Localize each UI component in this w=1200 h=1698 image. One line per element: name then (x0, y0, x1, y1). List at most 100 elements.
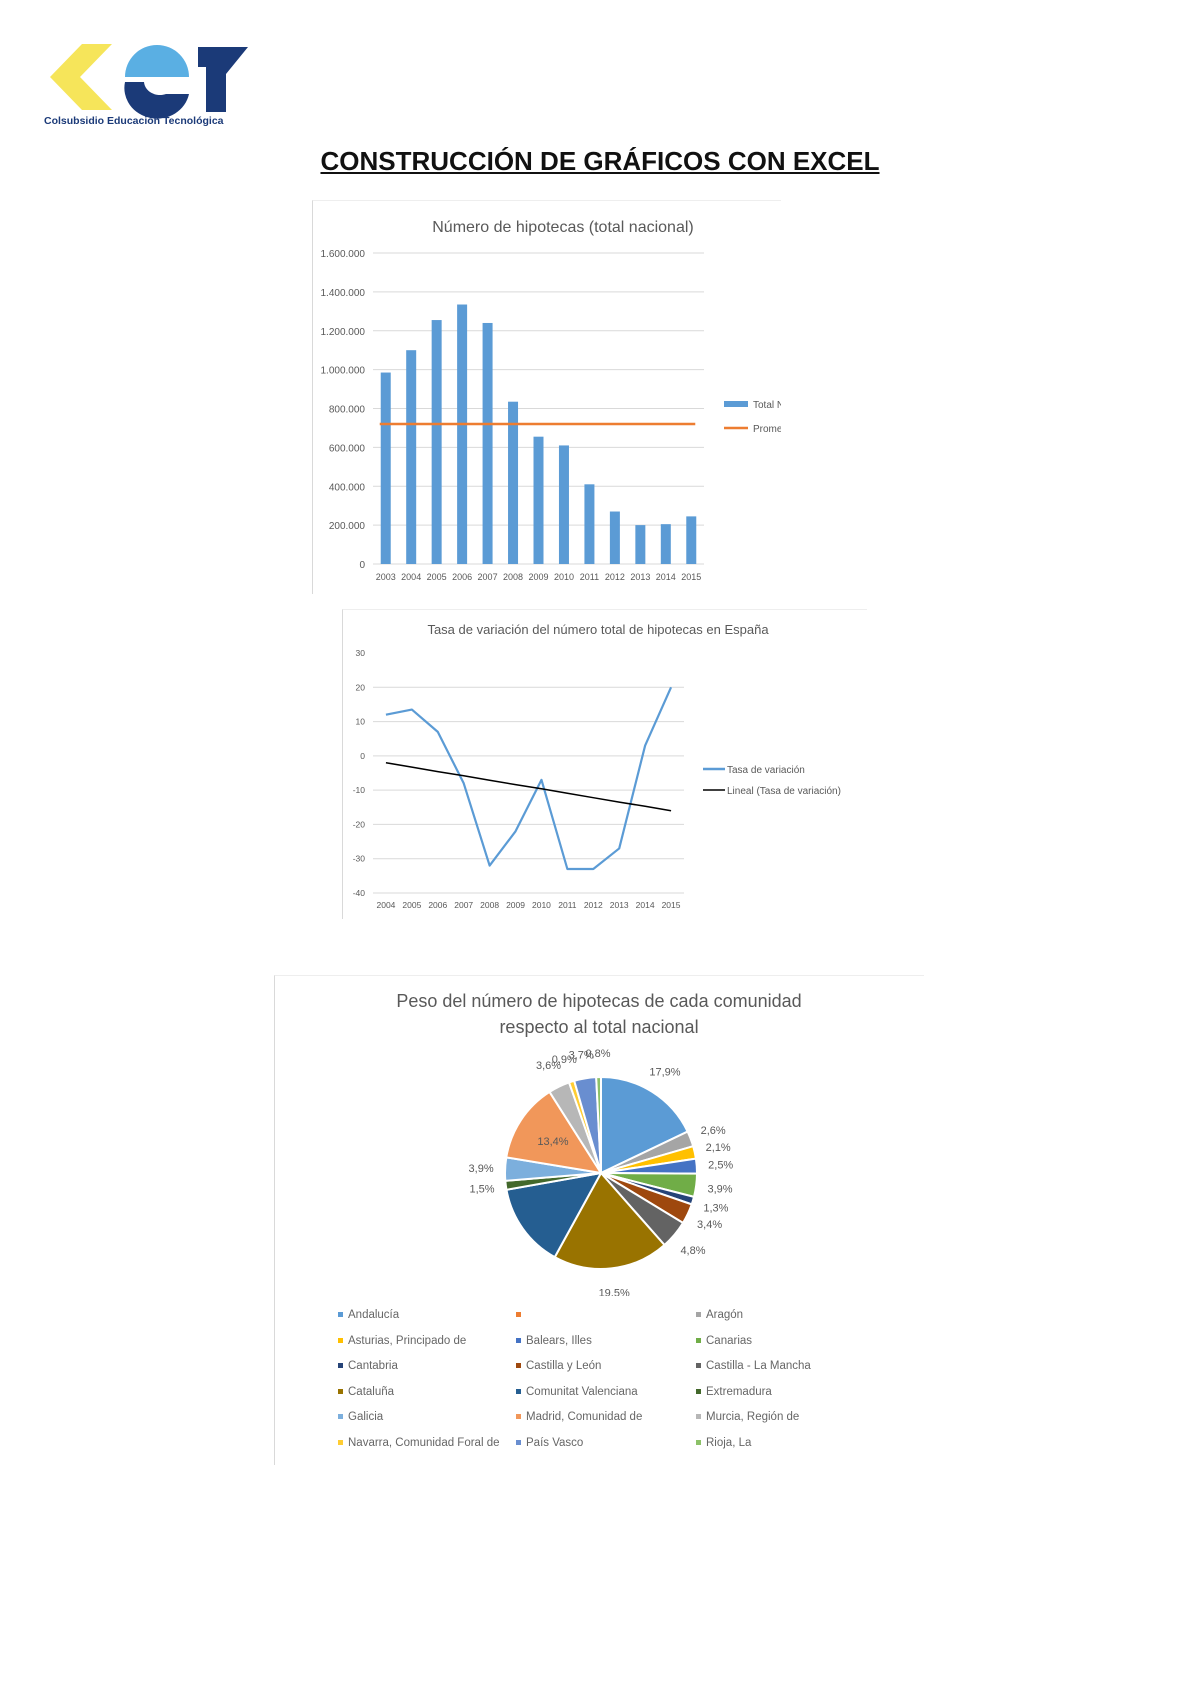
pie-slice-rioja-la (595, 1075, 602, 1174)
x-tick-label: 2008 (503, 572, 523, 582)
bar-2013 (635, 525, 646, 564)
pie-data-label: 0,9% (552, 1054, 577, 1066)
legend-label: Navarra, Comunidad Foral de (348, 1436, 500, 1449)
legend-swatch (516, 1414, 521, 1420)
x-tick-label: 2004 (376, 900, 395, 910)
y-tick-label: 1.400.000 (321, 288, 366, 299)
bar-2014 (660, 524, 671, 564)
legend-item: Balears, Illes (516, 1335, 592, 1347)
legend-swatch (338, 1337, 343, 1343)
legend-label: Comunitat Valenciana (526, 1385, 638, 1398)
chart-title: Peso del número de hipotecas de cada com… (396, 991, 801, 1011)
x-tick-label: 2009 (528, 572, 548, 582)
legend-swatch (338, 1414, 343, 1420)
pie-data-label: 13,4% (537, 1136, 568, 1148)
y-tick-label: 400.000 (329, 482, 366, 493)
legend-swatch (338, 1388, 343, 1394)
x-tick-label: 2007 (478, 572, 498, 582)
legend-item: Madrid, Comunidad de (516, 1411, 642, 1423)
chart-title: Número de hipotecas (total nacional) (432, 219, 693, 236)
logo-graphic: Colsubsidio Educación Tecnológica (44, 44, 248, 127)
x-tick-label: 2008 (480, 900, 499, 910)
legend-item: Aragón (696, 1309, 743, 1321)
legend-label: Cantabria (348, 1360, 398, 1372)
x-tick-label: 2015 (662, 900, 681, 910)
bar-2015 (686, 516, 697, 564)
legend-swatch (696, 1388, 701, 1394)
bar-2011 (584, 484, 595, 564)
legend-item (516, 1309, 526, 1321)
x-tick-label: 2014 (656, 572, 676, 582)
legend-swatch (338, 1439, 343, 1445)
y-tick-label: 0 (359, 560, 365, 571)
x-tick-label: 2007 (454, 900, 473, 910)
legend-item: Murcia, Región de (696, 1411, 799, 1423)
legend-item: Navarra, Comunidad Foral de (338, 1437, 500, 1449)
y-tick-label: 1.600.000 (321, 249, 366, 260)
legend-label: Castilla y León (526, 1360, 602, 1372)
pie-data-label: 19,5% (599, 1287, 630, 1296)
legend-swatch (696, 1312, 701, 1318)
legend-label: Total Nacional (753, 400, 781, 411)
legend-label: País Vasco (526, 1436, 584, 1449)
x-tick-label: 2005 (427, 572, 447, 582)
x-tick-label: 2003 (376, 572, 396, 582)
x-tick-label: 2011 (558, 900, 577, 910)
pie-data-label: 0,8% (585, 1048, 610, 1060)
x-tick-label: 2010 (532, 900, 551, 910)
x-tick-label: 2006 (452, 572, 472, 582)
legend-item: Cantabria (338, 1360, 398, 1372)
legend-swatch (338, 1363, 343, 1369)
bar-2007 (482, 322, 493, 564)
x-tick-label: 2011 (580, 572, 599, 582)
bar-chart: Número de hipotecas (total nacional) 0 200… (321, 219, 816, 582)
bar-2006 (457, 304, 468, 564)
bar-2003 (380, 372, 391, 564)
pie-data-label: 2,5% (708, 1159, 733, 1171)
legend-swatch (696, 1439, 701, 1445)
legend-label: Castilla - La Mancha (706, 1360, 811, 1372)
legend-item: Rioja, La (696, 1437, 751, 1449)
legend-label: Rioja, La (706, 1436, 752, 1449)
legend-item: Comunitat Valenciana (516, 1386, 638, 1398)
legend-swatch (516, 1337, 521, 1343)
line-chart: Tasa de variación del número total de hi… (353, 622, 841, 910)
pie-data-label: 2,6% (701, 1125, 726, 1137)
logo: Colsubsidio Educación Tecnológica (40, 32, 260, 127)
legend-label: Cataluña (348, 1385, 395, 1398)
x-tick-label: 2004 (401, 572, 421, 582)
legend-item: Cataluña (338, 1386, 394, 1398)
y-tick-label: 1.200.000 (321, 327, 366, 338)
bar-2005 (431, 320, 442, 564)
legend-label: Canarias (706, 1334, 753, 1347)
pie-chart-container: Peso del número de hipotecas de cada com… (274, 975, 924, 1465)
pie-chart: Peso del número de hipotecas de cada com… (396, 991, 801, 1299)
y-tick-label: 0 (360, 751, 365, 761)
legend-item: Asturias, Principado de (338, 1335, 466, 1347)
page-title: CONSTRUCCIÓN DE GRÁFICOS CON EXCEL (320, 146, 880, 176)
legend-item: País Vasco (516, 1437, 583, 1449)
bar-2004 (406, 350, 417, 564)
pie-data-label: 17,9% (649, 1066, 680, 1078)
legend-item: Canarias (696, 1335, 752, 1347)
legend-swatch (696, 1337, 701, 1343)
bar-2008 (508, 401, 519, 564)
bar-2009 (533, 436, 544, 564)
chart-title: Tasa de variación del número total de hi… (427, 622, 769, 637)
pie-data-label: 3,4% (697, 1219, 722, 1231)
pie-data-label: 3,7% (569, 1050, 594, 1062)
bar-2012 (609, 511, 620, 564)
logo-k-shape (50, 44, 112, 110)
x-tick-label: 2012 (605, 572, 625, 582)
x-tick-label: 2015 (681, 572, 701, 582)
legend-swatch (516, 1388, 521, 1394)
legend-label: Promedio (753, 424, 781, 435)
y-tick-label: 200.000 (329, 521, 366, 532)
x-tick-label: 2009 (506, 900, 525, 910)
bar-2010 (558, 445, 569, 564)
y-tick-label: 1.000.000 (321, 366, 366, 377)
pie-data-label: 3,6% (536, 1060, 561, 1072)
pie-data-label: 4,8% (680, 1245, 705, 1257)
legend-swatch (696, 1363, 701, 1369)
